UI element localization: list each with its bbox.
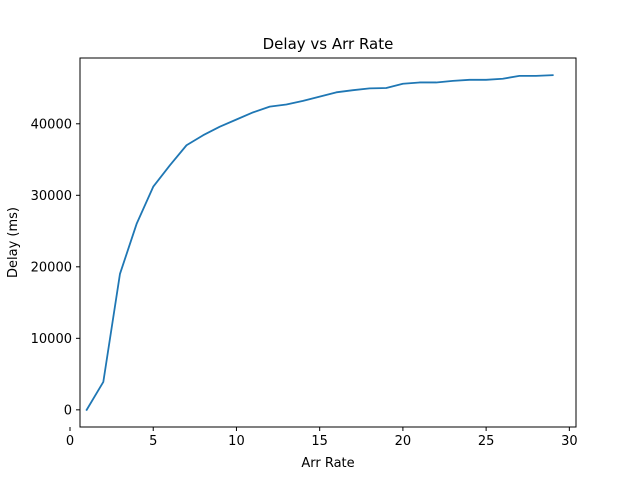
x-tick-label: 5 bbox=[149, 434, 157, 449]
series-layer bbox=[85, 74, 554, 412]
chart-title: Delay vs Arr Rate bbox=[263, 35, 394, 53]
y-tick-label: 10000 bbox=[31, 332, 72, 347]
y-tick-label: 20000 bbox=[31, 260, 72, 275]
x-axis-title: Arr Rate bbox=[301, 456, 354, 471]
x-tick-label: 20 bbox=[395, 434, 412, 449]
y-tick-label: 30000 bbox=[31, 189, 72, 204]
x-tick-label: 0 bbox=[66, 434, 74, 449]
axes-frame bbox=[79, 57, 577, 428]
x-tick-label: 30 bbox=[561, 434, 578, 449]
x-tick-label: 10 bbox=[228, 434, 245, 449]
x-tick-label: 15 bbox=[311, 434, 328, 449]
series-line bbox=[85, 74, 554, 412]
x-tick-label: 25 bbox=[478, 434, 495, 449]
y-tick-label: 40000 bbox=[31, 117, 72, 132]
y-axis-title: Delay (ms) bbox=[6, 207, 21, 278]
y-axis-ticks: 0 10000 20000 30000 40000 bbox=[31, 117, 80, 418]
x-axis-ticks: 0 5 10 15 20 25 30 bbox=[66, 427, 578, 449]
plot-area bbox=[80, 58, 576, 427]
axes-spines bbox=[79, 57, 577, 428]
y-tick-label: 0 bbox=[64, 403, 72, 418]
